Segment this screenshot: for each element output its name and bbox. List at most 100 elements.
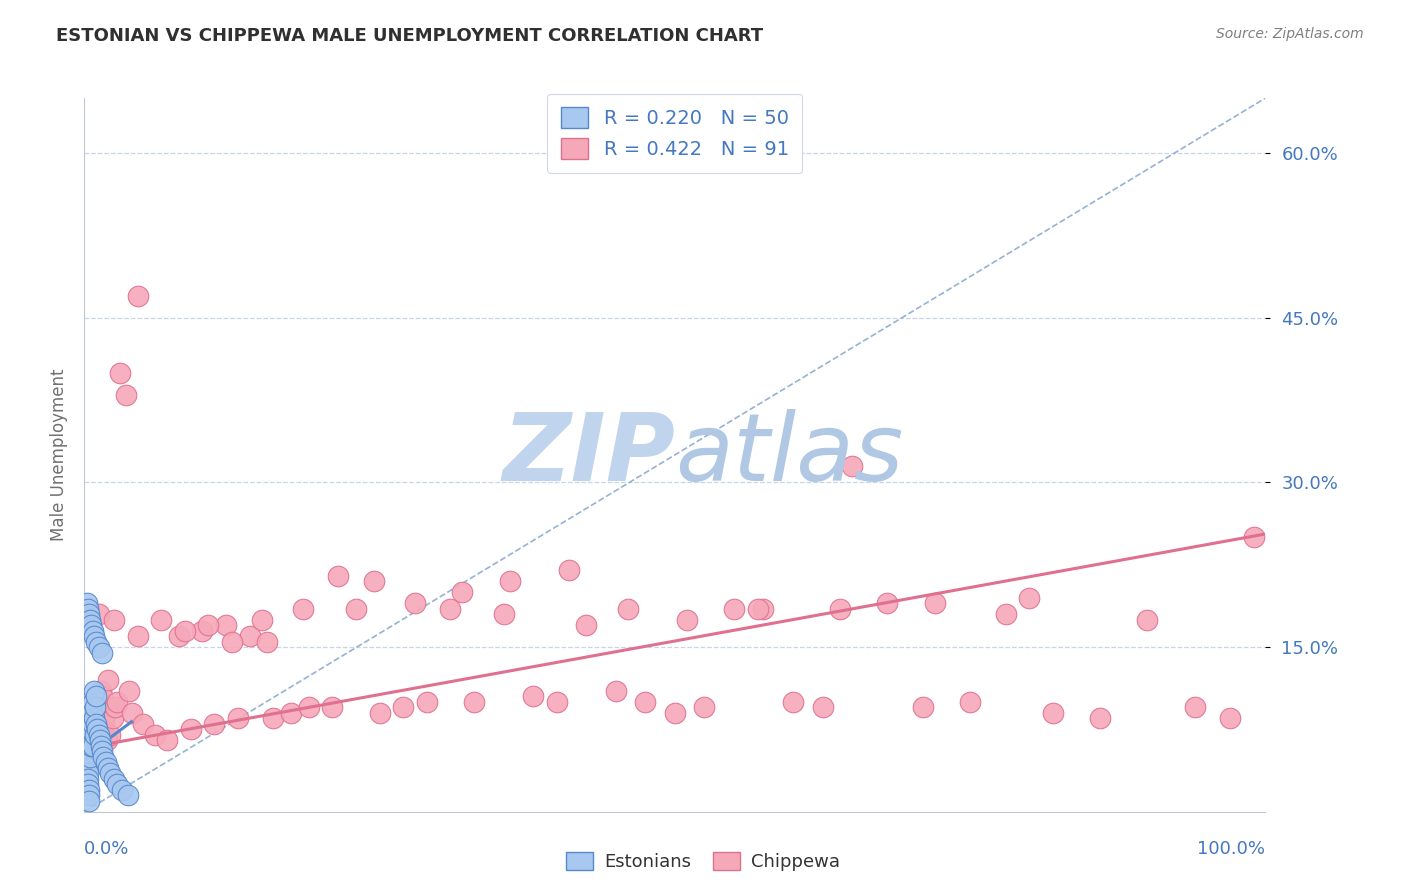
Point — [90, 739, 112, 753]
Point — [77, 601, 100, 615]
Point — [82, 624, 104, 638]
Point — [451, 585, 474, 599]
Point — [280, 706, 302, 720]
Point — [575, 618, 598, 632]
Point — [439, 601, 461, 615]
Legend: Estonians, Chippewa: Estonians, Chippewa — [560, 845, 846, 879]
Point — [89, 700, 111, 714]
Point — [664, 706, 686, 720]
Point — [108, 366, 131, 380]
Point — [924, 596, 946, 610]
Point — [87, 607, 110, 621]
Point — [82, 695, 104, 709]
Point — [82, 723, 104, 737]
Point — [97, 761, 120, 775]
Point — [76, 749, 98, 764]
Point — [91, 723, 114, 737]
Point — [89, 733, 111, 747]
Text: 0.0%: 0.0% — [84, 840, 129, 858]
Point — [87, 728, 110, 742]
Point — [830, 601, 852, 615]
Text: Source: ZipAtlas.com: Source: ZipAtlas.com — [1216, 27, 1364, 41]
Point — [76, 761, 98, 775]
Point — [84, 690, 107, 704]
Point — [368, 706, 391, 720]
Point — [239, 629, 262, 643]
Point — [98, 766, 121, 780]
Point — [103, 613, 125, 627]
Point — [363, 574, 385, 589]
Point — [79, 728, 101, 742]
Point — [498, 574, 520, 589]
Point — [77, 789, 100, 803]
Point — [79, 728, 101, 742]
Point — [76, 596, 98, 610]
Point — [328, 568, 350, 582]
Point — [79, 749, 101, 764]
Point — [84, 634, 107, 648]
Point — [127, 629, 149, 643]
Point — [298, 700, 321, 714]
Point — [91, 749, 114, 764]
Point — [82, 717, 104, 731]
Point — [344, 601, 367, 615]
Point — [693, 700, 716, 714]
Text: ZIP: ZIP — [502, 409, 675, 501]
Point — [77, 717, 100, 731]
Point — [1136, 613, 1159, 627]
Point — [256, 634, 278, 648]
Point — [747, 601, 769, 615]
Point — [1042, 706, 1064, 720]
Point — [492, 607, 515, 621]
Y-axis label: Male Unemployment: Male Unemployment — [49, 368, 67, 541]
Point — [80, 618, 103, 632]
Point — [77, 794, 100, 808]
Point — [84, 700, 107, 714]
Text: ESTONIAN VS CHIPPEWA MALE UNEMPLOYMENT CORRELATION CHART: ESTONIAN VS CHIPPEWA MALE UNEMPLOYMENT C… — [56, 27, 763, 45]
Point — [416, 695, 439, 709]
Point — [79, 739, 101, 753]
Text: atlas: atlas — [675, 409, 903, 500]
Point — [191, 624, 214, 638]
Point — [197, 618, 219, 632]
Point — [121, 706, 143, 720]
Point — [77, 607, 100, 621]
Point — [83, 684, 105, 698]
Point — [77, 782, 100, 797]
Point — [173, 624, 195, 638]
Point — [80, 706, 103, 720]
Point — [84, 744, 107, 758]
Point — [143, 728, 166, 742]
Point — [83, 711, 105, 725]
Point — [97, 673, 120, 687]
Point — [107, 695, 129, 709]
Point — [93, 717, 115, 731]
Point — [911, 700, 934, 714]
Point — [167, 629, 190, 643]
Point — [392, 700, 415, 714]
Point — [101, 711, 124, 725]
Point — [262, 711, 284, 725]
Point — [80, 723, 103, 737]
Point — [202, 717, 225, 731]
Point — [132, 717, 155, 731]
Point — [87, 640, 110, 654]
Point — [117, 789, 139, 803]
Point — [84, 728, 107, 742]
Point — [83, 733, 105, 747]
Point — [79, 613, 101, 627]
Point — [107, 777, 129, 791]
Point — [91, 744, 114, 758]
Point — [557, 563, 579, 577]
Point — [1088, 711, 1111, 725]
Point — [215, 618, 238, 632]
Point — [180, 723, 202, 737]
Point — [80, 706, 103, 720]
Point — [546, 695, 568, 709]
Point — [84, 717, 107, 731]
Point — [156, 733, 179, 747]
Point — [221, 634, 243, 648]
Point — [76, 756, 98, 770]
Point — [84, 739, 107, 753]
Point — [1243, 530, 1265, 544]
